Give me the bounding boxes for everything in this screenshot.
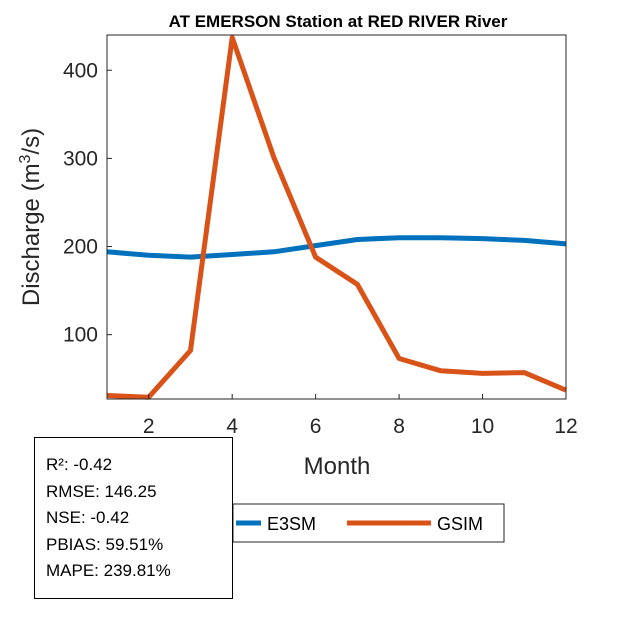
y-axis-label: Discharge (m3/s) (17, 128, 45, 306)
plot-frame (106, 34, 567, 400)
y-tick-label: 100 (63, 324, 98, 347)
legend-label-gsim: GSIM (437, 514, 483, 534)
y-tick-label: 300 (63, 147, 98, 170)
y-axis-label-main: Discharge (m (18, 163, 45, 306)
legend-box (232, 503, 505, 543)
series-layer (106, 35, 567, 400)
x-tick-label: 10 (471, 415, 494, 438)
chart-title: AT EMERSON Station at RED RIVER River (169, 12, 508, 31)
y-axis-label-sup: 3 (17, 154, 34, 163)
series-line-e3sm (106, 235, 567, 260)
x-tick-label: 8 (393, 415, 405, 438)
legend: E3SM GSIM (232, 503, 505, 543)
stats-box: R²: -0.42 RMSE: 146.25 NSE: -0.42 PBIAS:… (34, 437, 233, 599)
legend-label-e3sm: E3SM (267, 514, 316, 534)
y-tick-label: 400 (63, 59, 98, 82)
stat-mape: MAPE: 239.81% (46, 561, 171, 580)
stat-r2: R²: -0.42 (46, 455, 113, 474)
x-tick-label: 6 (310, 415, 322, 438)
x-axis-ticks: 2 4 6 8 10 12 (143, 394, 578, 438)
y-axis-label-tail: /s) (18, 128, 45, 155)
stat-nse: NSE: -0.42 (46, 508, 130, 527)
y-tick-label: 200 (63, 236, 98, 259)
y-axis-ticks: 100 200 300 400 (63, 59, 112, 347)
x-tick-label: 4 (226, 415, 238, 438)
series-line-gsim (106, 35, 567, 400)
stat-pbias: PBIAS: 59.51% (46, 534, 164, 554)
x-tick-label: 12 (554, 415, 577, 438)
x-tick-label: 2 (143, 415, 155, 438)
stat-rmse: RMSE: 146.25 (46, 481, 157, 501)
x-axis-label: Month (304, 453, 371, 480)
